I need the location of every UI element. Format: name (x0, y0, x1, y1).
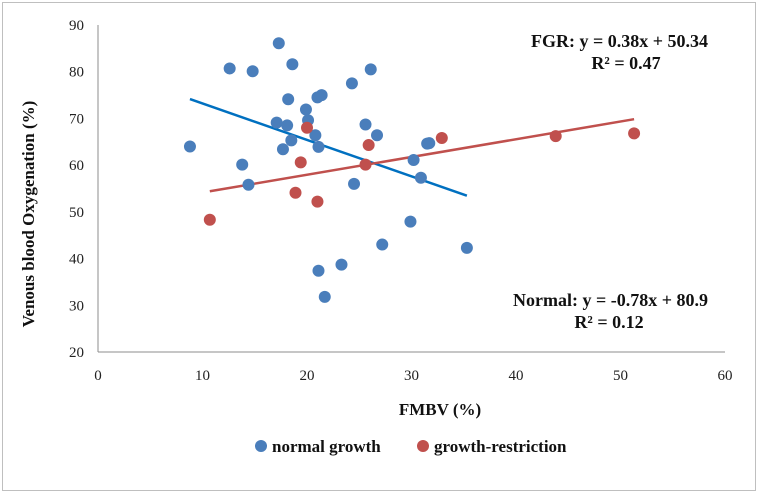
legend-marker-growth-restriction (417, 440, 429, 452)
data-points (183, 37, 641, 303)
point-normal-growth (281, 119, 294, 132)
point-growth-restriction (359, 158, 372, 171)
point-normal-growth (312, 140, 325, 153)
normal-equation: Normal: y = -0.78x + 80.9 (513, 290, 708, 310)
point-normal-growth (414, 171, 427, 184)
point-normal-growth (272, 37, 285, 50)
point-normal-growth (276, 143, 289, 156)
x-tick-label: 20 (300, 368, 315, 384)
point-normal-growth (282, 93, 295, 106)
point-normal-growth (404, 215, 417, 228)
x-tick-label: 40 (509, 368, 524, 384)
point-normal-growth (407, 154, 420, 167)
x-tick-label: 50 (613, 368, 628, 384)
point-normal-growth (345, 77, 358, 90)
point-normal-growth (183, 140, 196, 153)
point-normal-growth (299, 103, 312, 116)
point-normal-growth (242, 178, 255, 191)
point-normal-growth (376, 238, 389, 251)
point-normal-growth (364, 63, 377, 76)
point-normal-growth (318, 290, 331, 303)
legend-marker-normal-growth (255, 440, 267, 452)
point-normal-growth (312, 264, 325, 277)
y-tick-label: 20 (69, 345, 84, 361)
y-tick-label: 50 (69, 205, 84, 221)
y-tick-labels: 20 30 40 50 60 70 80 90 (69, 18, 84, 361)
legend: normal growth growth-restriction (255, 437, 567, 456)
point-normal-growth (236, 158, 249, 171)
point-growth-restriction (294, 156, 307, 169)
point-growth-restriction (203, 213, 216, 226)
y-tick-label: 70 (69, 111, 84, 127)
point-normal-growth (348, 177, 361, 190)
y-axis-title: Venous blood Oxygenation (%) (19, 101, 38, 328)
point-normal-growth (423, 137, 436, 150)
point-normal-growth (223, 62, 236, 75)
point-normal-growth (246, 65, 259, 78)
x-tick-label: 60 (718, 368, 733, 384)
point-normal-growth (286, 58, 299, 71)
x-tick-label: 30 (404, 368, 419, 384)
point-normal-growth (285, 134, 298, 147)
point-normal-growth (371, 129, 384, 142)
y-tick-label: 40 (69, 252, 84, 268)
x-tick-labels: 0 10 20 30 40 50 60 (94, 368, 732, 384)
point-growth-restriction (549, 130, 562, 143)
trendline-growth-restriction (209, 117, 635, 193)
fgr-equation: FGR: y = 0.38x + 50.34 (531, 31, 708, 51)
point-normal-growth (335, 258, 348, 271)
x-axis-title: FMBV (%) (399, 400, 481, 419)
point-growth-restriction (301, 121, 313, 134)
legend-label-normal-growth: normal growth (272, 437, 381, 456)
y-tick-label: 30 (69, 298, 84, 314)
point-growth-restriction (435, 132, 448, 145)
point-normal-growth (315, 89, 328, 102)
x-tick-label: 10 (195, 368, 210, 384)
legend-item-normal-growth[interactable]: normal growth (255, 437, 381, 456)
y-tick-label: 80 (69, 65, 84, 81)
legend-item-growth-restriction[interactable]: growth-restriction (417, 437, 567, 456)
point-normal-growth (359, 118, 372, 131)
normal-r2: R² = 0.12 (574, 312, 643, 332)
x-tick-label: 0 (94, 368, 102, 384)
point-growth-restriction (362, 139, 375, 152)
trendlines (189, 97, 635, 197)
point-growth-restriction (289, 186, 302, 199)
point-normal-growth (460, 241, 473, 254)
axes (97, 25, 725, 353)
point-normal-growth (270, 116, 283, 129)
point-normal-growth (309, 129, 322, 142)
y-tick-label: 60 (69, 158, 84, 174)
legend-label-growth-restriction: growth-restriction (434, 437, 567, 456)
fgr-r2: R² = 0.47 (591, 53, 660, 73)
point-growth-restriction (628, 127, 641, 140)
point-growth-restriction (311, 195, 324, 208)
y-tick-label: 90 (69, 18, 84, 34)
